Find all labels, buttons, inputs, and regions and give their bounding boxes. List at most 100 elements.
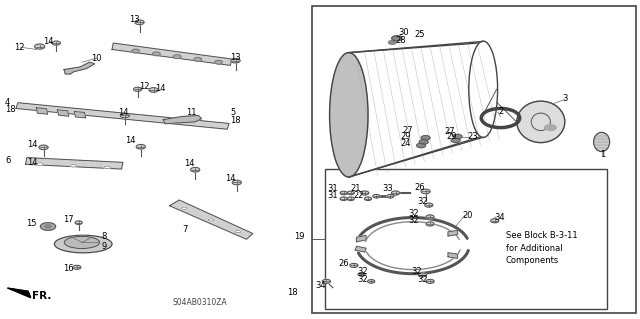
Text: 34: 34 xyxy=(315,281,326,290)
Text: 7: 7 xyxy=(182,225,188,234)
Text: 32: 32 xyxy=(417,275,428,284)
Text: 2: 2 xyxy=(498,107,503,116)
Circle shape xyxy=(136,145,145,149)
Text: 1: 1 xyxy=(600,150,605,159)
Circle shape xyxy=(421,189,430,194)
Circle shape xyxy=(545,125,556,130)
Text: 32: 32 xyxy=(357,267,368,276)
Text: 32: 32 xyxy=(411,267,422,276)
Text: 14: 14 xyxy=(27,140,37,149)
Circle shape xyxy=(152,52,160,56)
Text: 24: 24 xyxy=(400,139,410,148)
Text: 5: 5 xyxy=(230,108,236,117)
Circle shape xyxy=(372,194,380,198)
Circle shape xyxy=(52,41,60,45)
Circle shape xyxy=(364,197,372,201)
Circle shape xyxy=(215,60,223,64)
Polygon shape xyxy=(170,200,253,239)
Polygon shape xyxy=(163,115,202,124)
Circle shape xyxy=(340,191,348,195)
Circle shape xyxy=(323,279,330,283)
Circle shape xyxy=(45,225,51,228)
Polygon shape xyxy=(355,246,366,252)
Ellipse shape xyxy=(236,231,241,233)
Circle shape xyxy=(392,191,399,195)
Circle shape xyxy=(426,222,434,226)
Text: 18: 18 xyxy=(230,116,241,125)
Circle shape xyxy=(135,20,144,25)
Circle shape xyxy=(191,167,200,172)
Circle shape xyxy=(491,219,499,223)
Text: 32: 32 xyxy=(408,209,419,218)
Text: 33: 33 xyxy=(383,184,394,193)
Circle shape xyxy=(149,88,158,92)
Text: 13: 13 xyxy=(230,53,241,62)
Text: 29: 29 xyxy=(447,132,457,141)
Polygon shape xyxy=(74,111,86,118)
Circle shape xyxy=(132,49,140,53)
Circle shape xyxy=(350,263,358,267)
Text: 29: 29 xyxy=(400,132,410,141)
Circle shape xyxy=(232,180,241,185)
Circle shape xyxy=(194,57,202,61)
Polygon shape xyxy=(36,108,48,114)
Text: 17: 17 xyxy=(63,215,74,224)
Circle shape xyxy=(231,58,240,63)
Polygon shape xyxy=(349,41,483,177)
Text: 26: 26 xyxy=(415,183,426,192)
Text: 31: 31 xyxy=(328,184,339,193)
Circle shape xyxy=(387,194,394,198)
Circle shape xyxy=(39,145,48,150)
Polygon shape xyxy=(58,110,69,116)
Text: 6: 6 xyxy=(5,156,10,165)
Circle shape xyxy=(340,197,348,201)
Text: 10: 10 xyxy=(91,54,101,63)
Text: 14: 14 xyxy=(44,37,54,46)
Circle shape xyxy=(425,203,433,207)
Text: 22: 22 xyxy=(353,191,364,200)
Text: 34: 34 xyxy=(494,213,505,222)
Text: 30: 30 xyxy=(398,28,409,37)
Circle shape xyxy=(35,44,45,49)
Bar xyxy=(312,6,636,313)
Circle shape xyxy=(347,197,355,201)
Text: 32: 32 xyxy=(357,275,368,284)
Text: 21: 21 xyxy=(351,184,361,193)
Circle shape xyxy=(388,41,396,44)
Text: 28: 28 xyxy=(396,36,406,45)
Text: 11: 11 xyxy=(186,108,196,117)
Ellipse shape xyxy=(330,53,368,177)
Text: 12: 12 xyxy=(140,82,150,91)
Text: 14: 14 xyxy=(118,108,129,117)
Ellipse shape xyxy=(593,132,609,152)
Circle shape xyxy=(421,136,430,140)
Text: 26: 26 xyxy=(338,259,349,268)
Ellipse shape xyxy=(209,219,214,221)
Polygon shape xyxy=(448,230,458,236)
Text: 27: 27 xyxy=(402,126,413,135)
Text: FR.: FR. xyxy=(32,291,51,301)
Text: S04AB0310ZA: S04AB0310ZA xyxy=(173,298,228,307)
Bar xyxy=(325,169,607,309)
Text: 14: 14 xyxy=(155,84,165,93)
Circle shape xyxy=(361,191,369,195)
Text: 25: 25 xyxy=(415,30,425,39)
Ellipse shape xyxy=(36,163,44,165)
Circle shape xyxy=(426,215,434,219)
Text: 14: 14 xyxy=(184,159,195,168)
Text: 27: 27 xyxy=(445,127,456,136)
Text: 4: 4 xyxy=(5,98,10,107)
Polygon shape xyxy=(448,253,458,258)
Polygon shape xyxy=(16,103,229,129)
Text: 23: 23 xyxy=(467,132,478,141)
Polygon shape xyxy=(26,158,123,169)
Text: 8: 8 xyxy=(101,232,106,241)
Text: 18: 18 xyxy=(287,288,298,297)
Circle shape xyxy=(417,143,426,148)
Text: 14: 14 xyxy=(27,158,37,167)
Text: 19: 19 xyxy=(294,232,305,241)
Circle shape xyxy=(134,87,141,91)
Text: See Block B-3-11
for Additional
Components: See Block B-3-11 for Additional Componen… xyxy=(506,231,577,265)
Text: 9: 9 xyxy=(101,242,106,251)
Text: 32: 32 xyxy=(408,216,419,225)
